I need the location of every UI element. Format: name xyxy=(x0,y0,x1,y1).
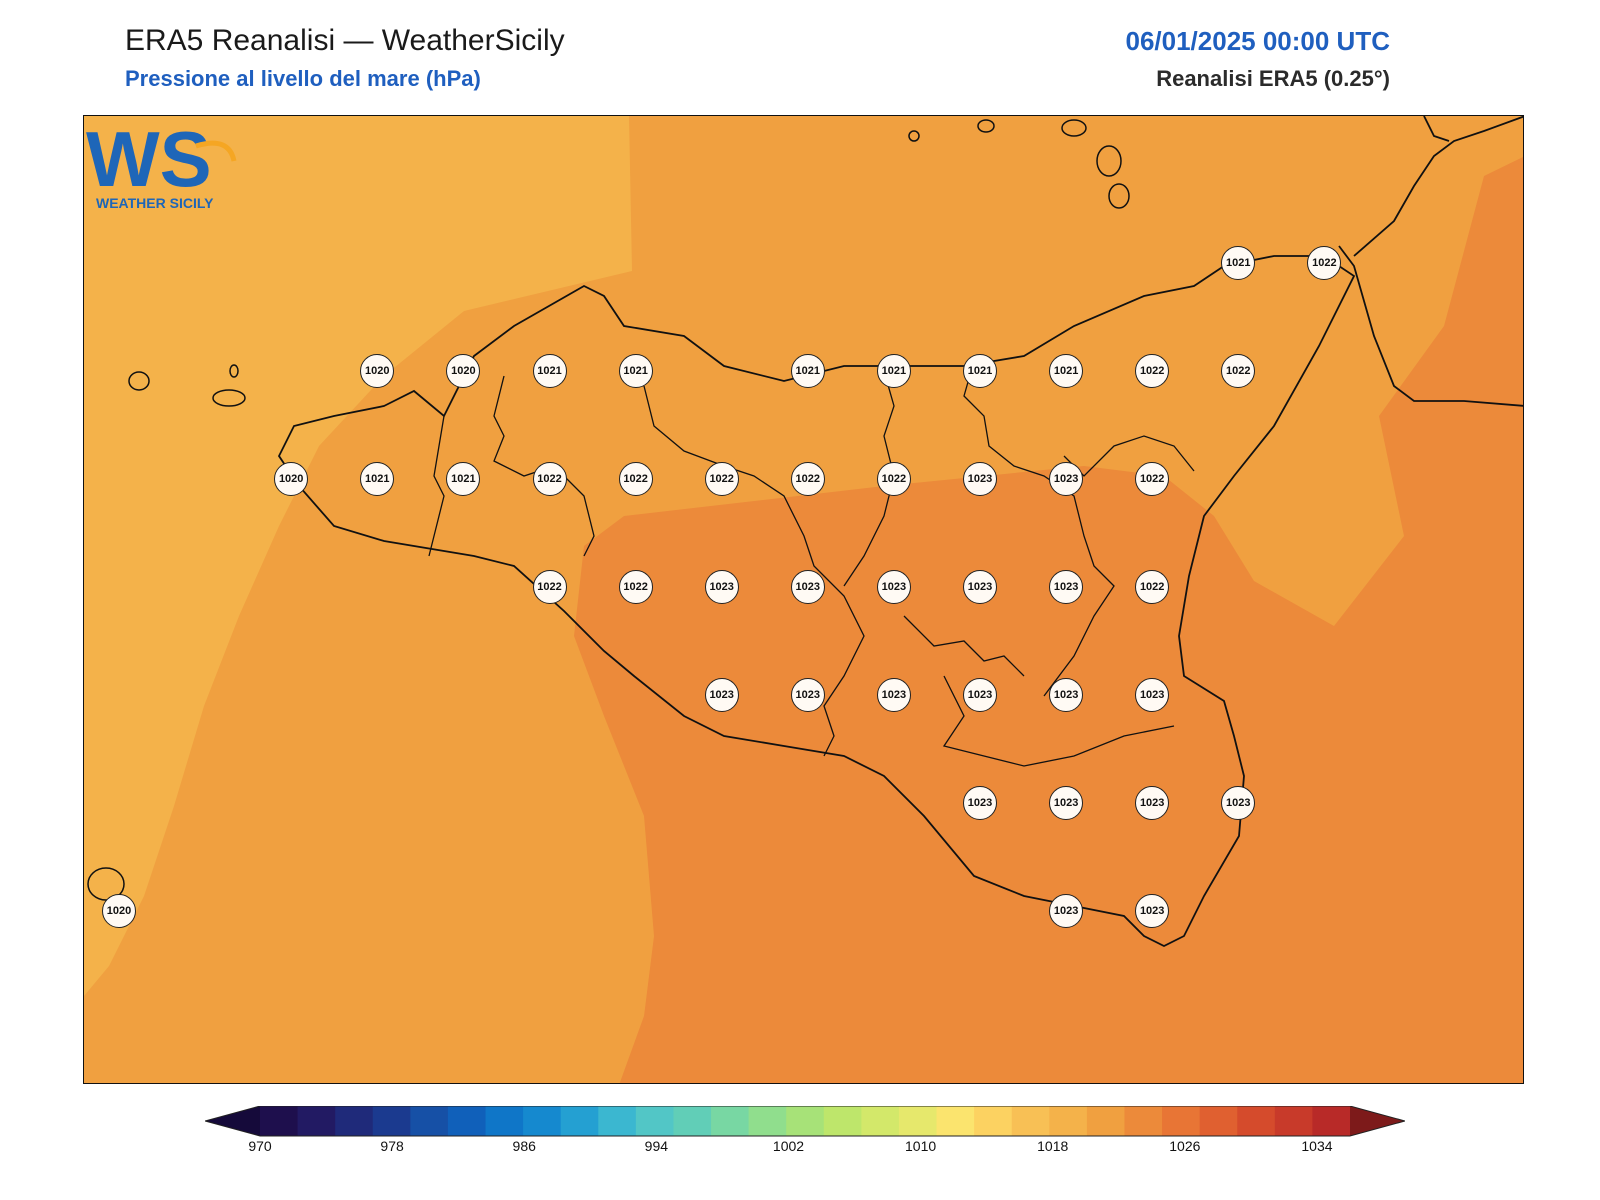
station-marker[interactable]: 1022 xyxy=(1135,462,1169,496)
station-marker[interactable]: 1023 xyxy=(1049,462,1083,496)
station-marker[interactable]: 1020 xyxy=(274,462,308,496)
station-marker[interactable]: 1023 xyxy=(963,570,997,604)
logo-letters: WS xyxy=(86,116,212,203)
colorbar-tick-label: 1018 xyxy=(1037,1138,1068,1154)
colorbar-segment xyxy=(1124,1106,1162,1136)
station-marker[interactable]: 1023 xyxy=(963,786,997,820)
station-marker[interactable]: 1021 xyxy=(619,354,653,388)
station-marker[interactable]: 1023 xyxy=(1049,894,1083,928)
station-marker[interactable]: 1023 xyxy=(1049,678,1083,712)
station-marker[interactable]: 1022 xyxy=(533,570,567,604)
colorbar-underflow xyxy=(205,1106,260,1136)
colorbar-segment xyxy=(335,1106,373,1136)
station-marker[interactable]: 1022 xyxy=(619,462,653,496)
colorbar-segment xyxy=(974,1106,1012,1136)
colorbar-segment xyxy=(749,1106,787,1136)
colorbar-tick-label: 1034 xyxy=(1301,1138,1332,1154)
station-marker[interactable]: 1021 xyxy=(963,354,997,388)
colorbar-tick-label: 970 xyxy=(248,1138,271,1154)
colorbar-segment xyxy=(1049,1106,1087,1136)
station-marker[interactable]: 1023 xyxy=(705,570,739,604)
station-marker[interactable]: 1023 xyxy=(791,570,825,604)
colorbar-segment xyxy=(786,1106,824,1136)
colorbar-segment xyxy=(1275,1106,1313,1136)
station-marker[interactable]: 1021 xyxy=(791,354,825,388)
station-marker[interactable]: 1022 xyxy=(877,462,911,496)
colorbar xyxy=(205,1106,1405,1138)
station-marker[interactable]: 1022 xyxy=(1135,354,1169,388)
colorbar-segment xyxy=(1087,1106,1125,1136)
colorbar-tick-label: 978 xyxy=(380,1138,403,1154)
logo-text: WEATHER SICILY xyxy=(96,195,214,211)
station-marker[interactable]: 1023 xyxy=(1135,786,1169,820)
station-marker[interactable]: 1021 xyxy=(533,354,567,388)
colorbar-segment xyxy=(448,1106,486,1136)
colorbar-segment xyxy=(1200,1106,1238,1136)
colorbar-segment xyxy=(410,1106,448,1136)
map-subtitle: Pressione al livello del mare (hPa) xyxy=(125,66,481,92)
colorbar-tick-label: 1010 xyxy=(905,1138,936,1154)
colorbar-segment xyxy=(1012,1106,1050,1136)
colorbar-segment xyxy=(298,1106,336,1136)
colorbar-segment xyxy=(561,1106,599,1136)
colorbar-tick-label: 994 xyxy=(645,1138,668,1154)
map-source: Reanalisi ERA5 (0.25°) xyxy=(1156,66,1390,92)
station-marker[interactable]: 1023 xyxy=(791,678,825,712)
colorbar-tick-label: 1026 xyxy=(1169,1138,1200,1154)
colorbar-segment xyxy=(1312,1106,1350,1136)
station-marker[interactable]: 1023 xyxy=(963,678,997,712)
colorbar-segment xyxy=(824,1106,862,1136)
map-title: ERA5 Reanalisi — WeatherSicily xyxy=(125,24,565,58)
station-marker[interactable]: 1022 xyxy=(1135,570,1169,604)
colorbar-tick-label: 986 xyxy=(513,1138,536,1154)
station-marker[interactable]: 1021 xyxy=(1049,354,1083,388)
station-marker[interactable]: 1022 xyxy=(533,462,567,496)
colorbar-segment xyxy=(673,1106,711,1136)
station-marker[interactable]: 1023 xyxy=(877,678,911,712)
station-marker[interactable]: 1023 xyxy=(877,570,911,604)
colorbar-segment xyxy=(711,1106,749,1136)
station-marker[interactable]: 1022 xyxy=(705,462,739,496)
colorbar-tick-label: 1002 xyxy=(773,1138,804,1154)
station-marker[interactable]: 1022 xyxy=(791,462,825,496)
station-marker[interactable]: 1023 xyxy=(1049,786,1083,820)
station-marker[interactable]: 1023 xyxy=(963,462,997,496)
station-marker[interactable]: 1023 xyxy=(1049,570,1083,604)
colorbar-segment xyxy=(1237,1106,1275,1136)
colorbar-segment xyxy=(636,1106,674,1136)
colorbar-segment xyxy=(899,1106,937,1136)
colorbar-segment xyxy=(373,1106,411,1136)
colorbar-segment xyxy=(260,1106,298,1136)
station-marker[interactable]: 1023 xyxy=(705,678,739,712)
map-frame[interactable]: 1021 1022 1020 1020 1021 1021 1021 1021 1021 1021… xyxy=(83,115,1524,1084)
colorbar-segment xyxy=(861,1106,899,1136)
colorbar-segment xyxy=(937,1106,975,1136)
map-datetime: 06/01/2025 00:00 UTC xyxy=(1125,26,1390,57)
station-marker[interactable]: 1021 xyxy=(877,354,911,388)
station-marker[interactable]: 1023 xyxy=(1135,894,1169,928)
station-marker[interactable]: 1022 xyxy=(619,570,653,604)
colorbar-overflow xyxy=(1350,1106,1405,1136)
colorbar-segment xyxy=(486,1106,524,1136)
colorbar-segment xyxy=(523,1106,561,1136)
weathersicily-logo: WS WEATHER SICILY xyxy=(84,116,244,211)
colorbar-segment xyxy=(1162,1106,1200,1136)
colorbar-segment xyxy=(598,1106,636,1136)
station-marker[interactable]: 1020 xyxy=(102,894,136,928)
station-marker[interactable]: 1023 xyxy=(1135,678,1169,712)
